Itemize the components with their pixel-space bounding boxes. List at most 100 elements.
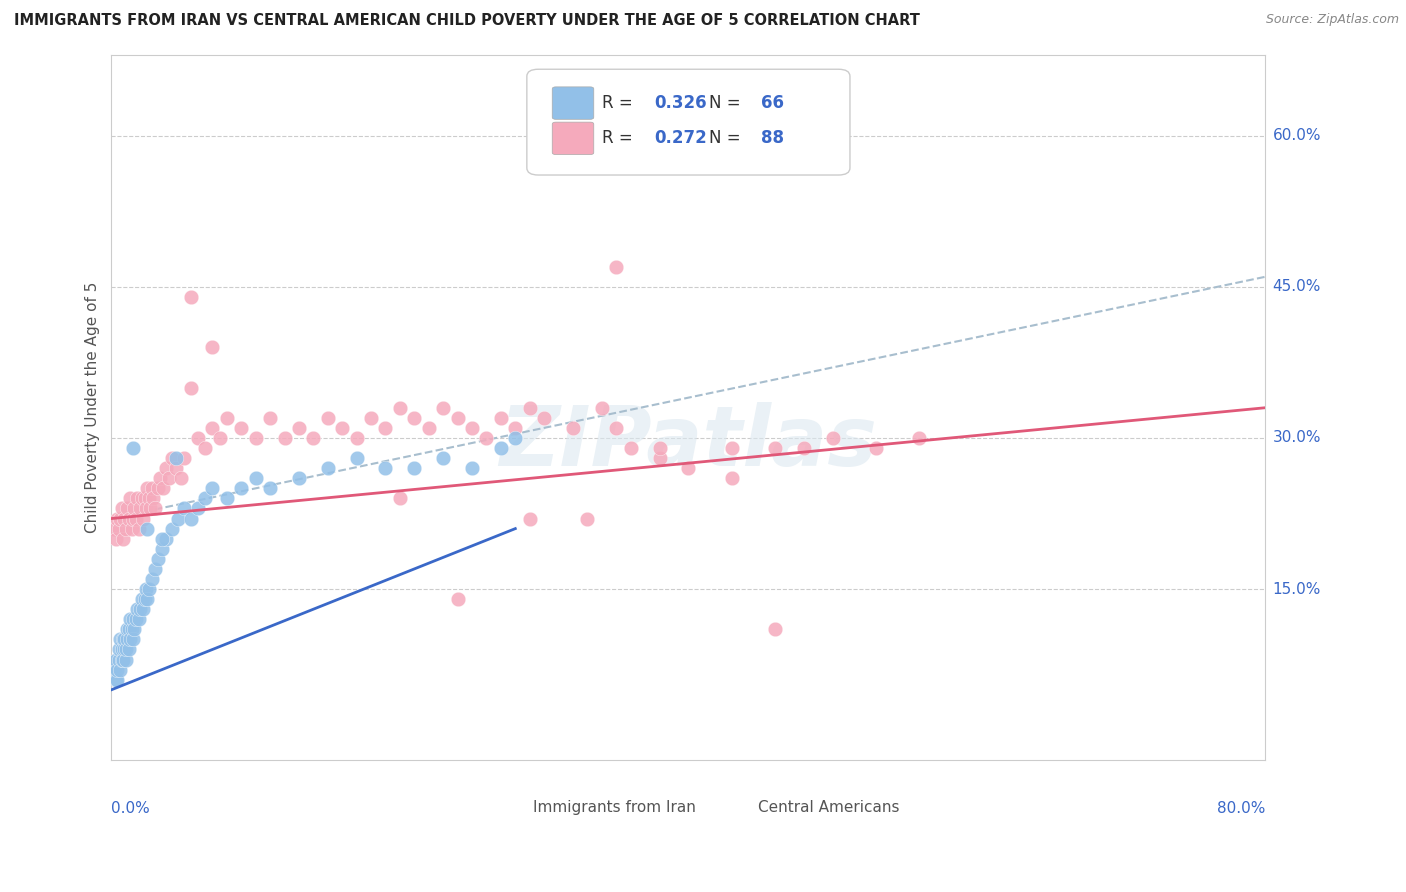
Point (155, 461, 177, 475)
Point (111, 632, 134, 647)
Point (103, 522, 125, 536)
Point (122, 441, 145, 455)
Point (117, 501, 139, 516)
Point (865, 441, 887, 455)
Point (763, 441, 786, 455)
Text: R =: R = (602, 94, 638, 112)
Point (105, 673, 128, 687)
Point (821, 431, 844, 445)
Text: IMMIGRANTS FROM IRAN VS CENTRAL AMERICAN CHILD POVERTY UNDER THE AGE OF 5 CORREL: IMMIGRANTS FROM IRAN VS CENTRAL AMERICAN… (14, 13, 920, 29)
Point (127, 602, 149, 616)
Point (330, 421, 353, 435)
Point (201, 481, 224, 495)
FancyBboxPatch shape (720, 795, 752, 821)
Point (245, 431, 267, 445)
Point (125, 612, 148, 626)
Text: Source: ZipAtlas.com: Source: ZipAtlas.com (1265, 13, 1399, 27)
Point (231, 481, 253, 495)
Point (149, 471, 172, 485)
Point (138, 491, 160, 506)
Point (489, 410, 512, 425)
Point (132, 511, 155, 525)
Point (194, 491, 217, 506)
Point (112, 632, 135, 647)
Point (114, 642, 136, 657)
Point (160, 451, 183, 466)
Point (446, 592, 468, 607)
Point (104, 652, 127, 666)
Point (605, 260, 627, 274)
Point (519, 511, 541, 525)
Point (505, 421, 527, 435)
Point (124, 501, 146, 516)
Point (136, 522, 159, 536)
Point (793, 441, 815, 455)
Point (231, 421, 253, 435)
Point (187, 501, 209, 516)
Text: 0.272: 0.272 (654, 129, 707, 147)
Point (136, 592, 159, 607)
Text: 60.0%: 60.0% (1272, 128, 1322, 144)
Point (136, 481, 159, 495)
Text: 0.0%: 0.0% (111, 801, 150, 815)
Point (432, 451, 454, 466)
Point (132, 602, 155, 616)
Point (194, 441, 217, 455)
Point (120, 491, 142, 506)
Point (475, 431, 498, 445)
Point (122, 632, 145, 647)
Point (122, 612, 145, 626)
Point (111, 652, 134, 666)
Point (461, 461, 484, 475)
Point (150, 541, 173, 556)
Point (720, 441, 742, 455)
Point (117, 632, 139, 647)
Point (124, 623, 146, 637)
Text: 45.0%: 45.0% (1272, 279, 1322, 294)
Point (128, 612, 150, 626)
Point (146, 481, 169, 495)
Point (576, 511, 599, 525)
Point (432, 401, 454, 415)
Point (446, 410, 468, 425)
Point (134, 491, 156, 506)
Point (346, 431, 368, 445)
Point (562, 421, 585, 435)
Point (118, 511, 141, 525)
Point (139, 501, 162, 516)
Text: 66: 66 (761, 94, 785, 112)
Point (141, 572, 163, 586)
Point (110, 642, 132, 657)
Text: N =: N = (709, 94, 747, 112)
Point (461, 421, 484, 435)
Point (173, 501, 195, 516)
Point (505, 431, 527, 445)
FancyBboxPatch shape (553, 87, 593, 120)
Point (118, 642, 141, 657)
FancyBboxPatch shape (527, 70, 851, 175)
Point (763, 623, 786, 637)
Point (404, 410, 426, 425)
Point (118, 623, 141, 637)
Point (143, 562, 166, 576)
Y-axis label: Child Poverty Under the Age of 5: Child Poverty Under the Age of 5 (86, 282, 100, 533)
Point (388, 401, 411, 415)
Text: 30.0%: 30.0% (1272, 431, 1322, 445)
Point (122, 511, 145, 525)
Point (104, 673, 127, 687)
Point (114, 652, 136, 666)
Point (374, 461, 396, 475)
Point (135, 501, 157, 516)
Point (135, 582, 157, 596)
Point (131, 592, 153, 607)
Point (160, 522, 183, 536)
Text: 80.0%: 80.0% (1218, 801, 1265, 815)
Point (533, 410, 555, 425)
Point (120, 612, 142, 626)
Text: 88: 88 (761, 129, 785, 147)
Point (908, 431, 931, 445)
Point (157, 471, 180, 485)
Point (110, 501, 132, 516)
Point (107, 652, 129, 666)
Point (146, 551, 169, 566)
